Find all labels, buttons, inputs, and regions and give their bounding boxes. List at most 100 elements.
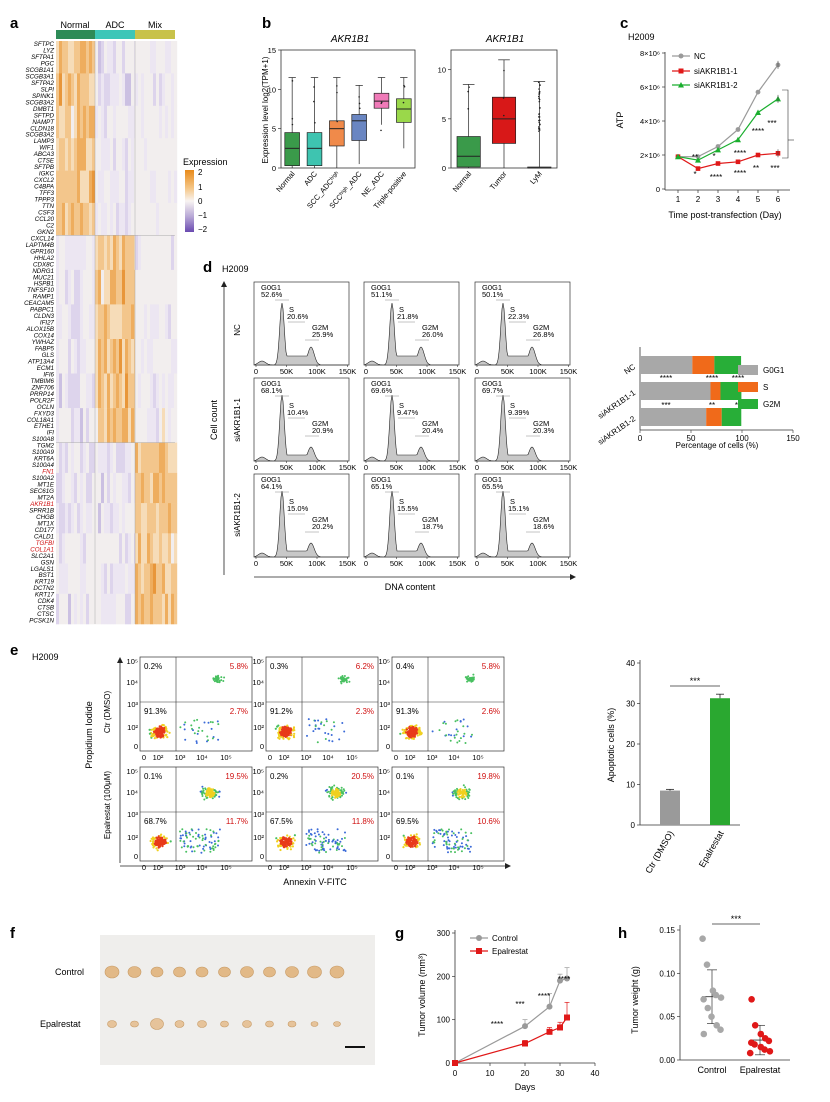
heatmap-cell (101, 533, 105, 564)
xtick-label: 100K (418, 559, 436, 568)
gate-label-s: S (289, 401, 294, 410)
gene-label: SFTPB (34, 164, 54, 171)
tumor-epalrestat (310, 1021, 319, 1027)
heatmap-cell (104, 105, 108, 139)
heatmap-cell (89, 138, 93, 171)
heatmap-cell (83, 73, 87, 107)
heatmap-cell (92, 593, 96, 625)
ytick-label: 4×10⁶ (640, 117, 660, 126)
flow-dot (448, 828, 450, 831)
flow-dot (461, 794, 464, 797)
heatmap-cell (56, 563, 60, 594)
panel-g-series (452, 967, 570, 1066)
xtick-label: 10⁴ (196, 753, 208, 762)
gate-value-s: 15.5% (397, 504, 419, 513)
heatmap-cell (77, 442, 81, 474)
legend-label-g0g1: G0G1 (763, 366, 785, 375)
heatmap-cell (144, 202, 148, 236)
stacked-segment (640, 356, 693, 374)
flow-dot (319, 840, 322, 843)
heatmap-cell (168, 202, 172, 236)
flow-dot (150, 837, 153, 840)
heatmap-cell (101, 442, 105, 474)
xtick-label: 10⁵ (220, 863, 231, 872)
box-outlier (539, 107, 541, 109)
heatmap-cell (138, 563, 142, 594)
gene-label: DMBT1 (33, 106, 54, 113)
data-point (700, 996, 707, 1003)
histogram-curve (364, 394, 458, 462)
heatmap-cell (125, 269, 129, 305)
gene-label: BST1 (39, 572, 54, 579)
histogram-curve (475, 394, 569, 462)
heatmap-cell (122, 593, 126, 625)
flow-dot (466, 790, 468, 793)
heatmap-cell (80, 339, 84, 374)
flow-dot (327, 838, 330, 841)
panel-b-left-title: AKR1B1 (330, 34, 369, 45)
heatmap-cell (138, 593, 142, 625)
xtick-label: 100K (308, 367, 326, 376)
flow-dot (472, 678, 475, 680)
ytick-label: 40 (626, 659, 635, 668)
heatmap-cell (107, 533, 111, 564)
heatmap-cell (156, 533, 160, 564)
flow-dot (209, 850, 212, 853)
heatmap-cell (159, 304, 163, 340)
sig-mark: ** (709, 401, 715, 410)
heatmap-cell (144, 563, 148, 594)
heatmap-cell (122, 408, 126, 443)
heatmap-cell (138, 304, 142, 340)
gene-label: SFTPA2 (31, 80, 54, 87)
flow-dot (313, 848, 316, 851)
heatmap-cell (95, 408, 99, 443)
heatmap-cell (77, 304, 81, 340)
heatmap-cell (65, 472, 69, 504)
gate-label-s: S (289, 497, 294, 506)
sig-mark: *** (770, 164, 779, 173)
heatmap-cell (86, 170, 90, 204)
heatmap-cell (171, 339, 175, 374)
gene-label: KRT17 (35, 592, 55, 599)
heatmap-cell (101, 105, 105, 139)
ytick-label: 20 (626, 740, 635, 749)
flow-dot (418, 728, 421, 731)
heatmap-cell (59, 235, 63, 271)
heatmap-cell (171, 304, 175, 340)
flow-dot (333, 725, 336, 728)
gene-label: SLC2A1 (31, 553, 54, 560)
flow-dot (323, 833, 326, 836)
heatmap-cell (86, 593, 90, 625)
heatmap-cell (171, 373, 175, 409)
flow-dot (151, 840, 155, 843)
heatmap-cell (165, 339, 169, 374)
flow-dot (185, 850, 188, 853)
heatmap-cell (92, 202, 96, 236)
heatmap-cell (122, 269, 126, 305)
gene-label: HSPB1 (34, 281, 54, 288)
tumor-epalrestat (265, 1020, 274, 1028)
heatmap-cell (147, 105, 151, 139)
heatmap-cell (101, 73, 105, 107)
flow-dot (340, 677, 343, 680)
gene-label: TNFSF10 (27, 287, 54, 294)
tumor-control (329, 965, 345, 979)
flow-dot (445, 840, 447, 843)
flow-dot (157, 838, 160, 841)
heatmap-cell (138, 138, 142, 171)
heatmap-cell (153, 563, 157, 594)
panel-d-xlabel: DNA content (385, 582, 436, 592)
heatmap-cell (113, 202, 117, 236)
xtick-label: 150K (449, 367, 467, 376)
heatmap-cell (144, 442, 148, 474)
heatmap-cell (119, 503, 123, 534)
series-line (677, 98, 779, 161)
flow-dot (318, 849, 321, 852)
flow-dot (340, 786, 343, 789)
heatmap-cell (144, 235, 148, 271)
series-point (755, 89, 761, 95)
ytick-label: 0 (442, 164, 446, 173)
flow-dot (148, 728, 151, 731)
